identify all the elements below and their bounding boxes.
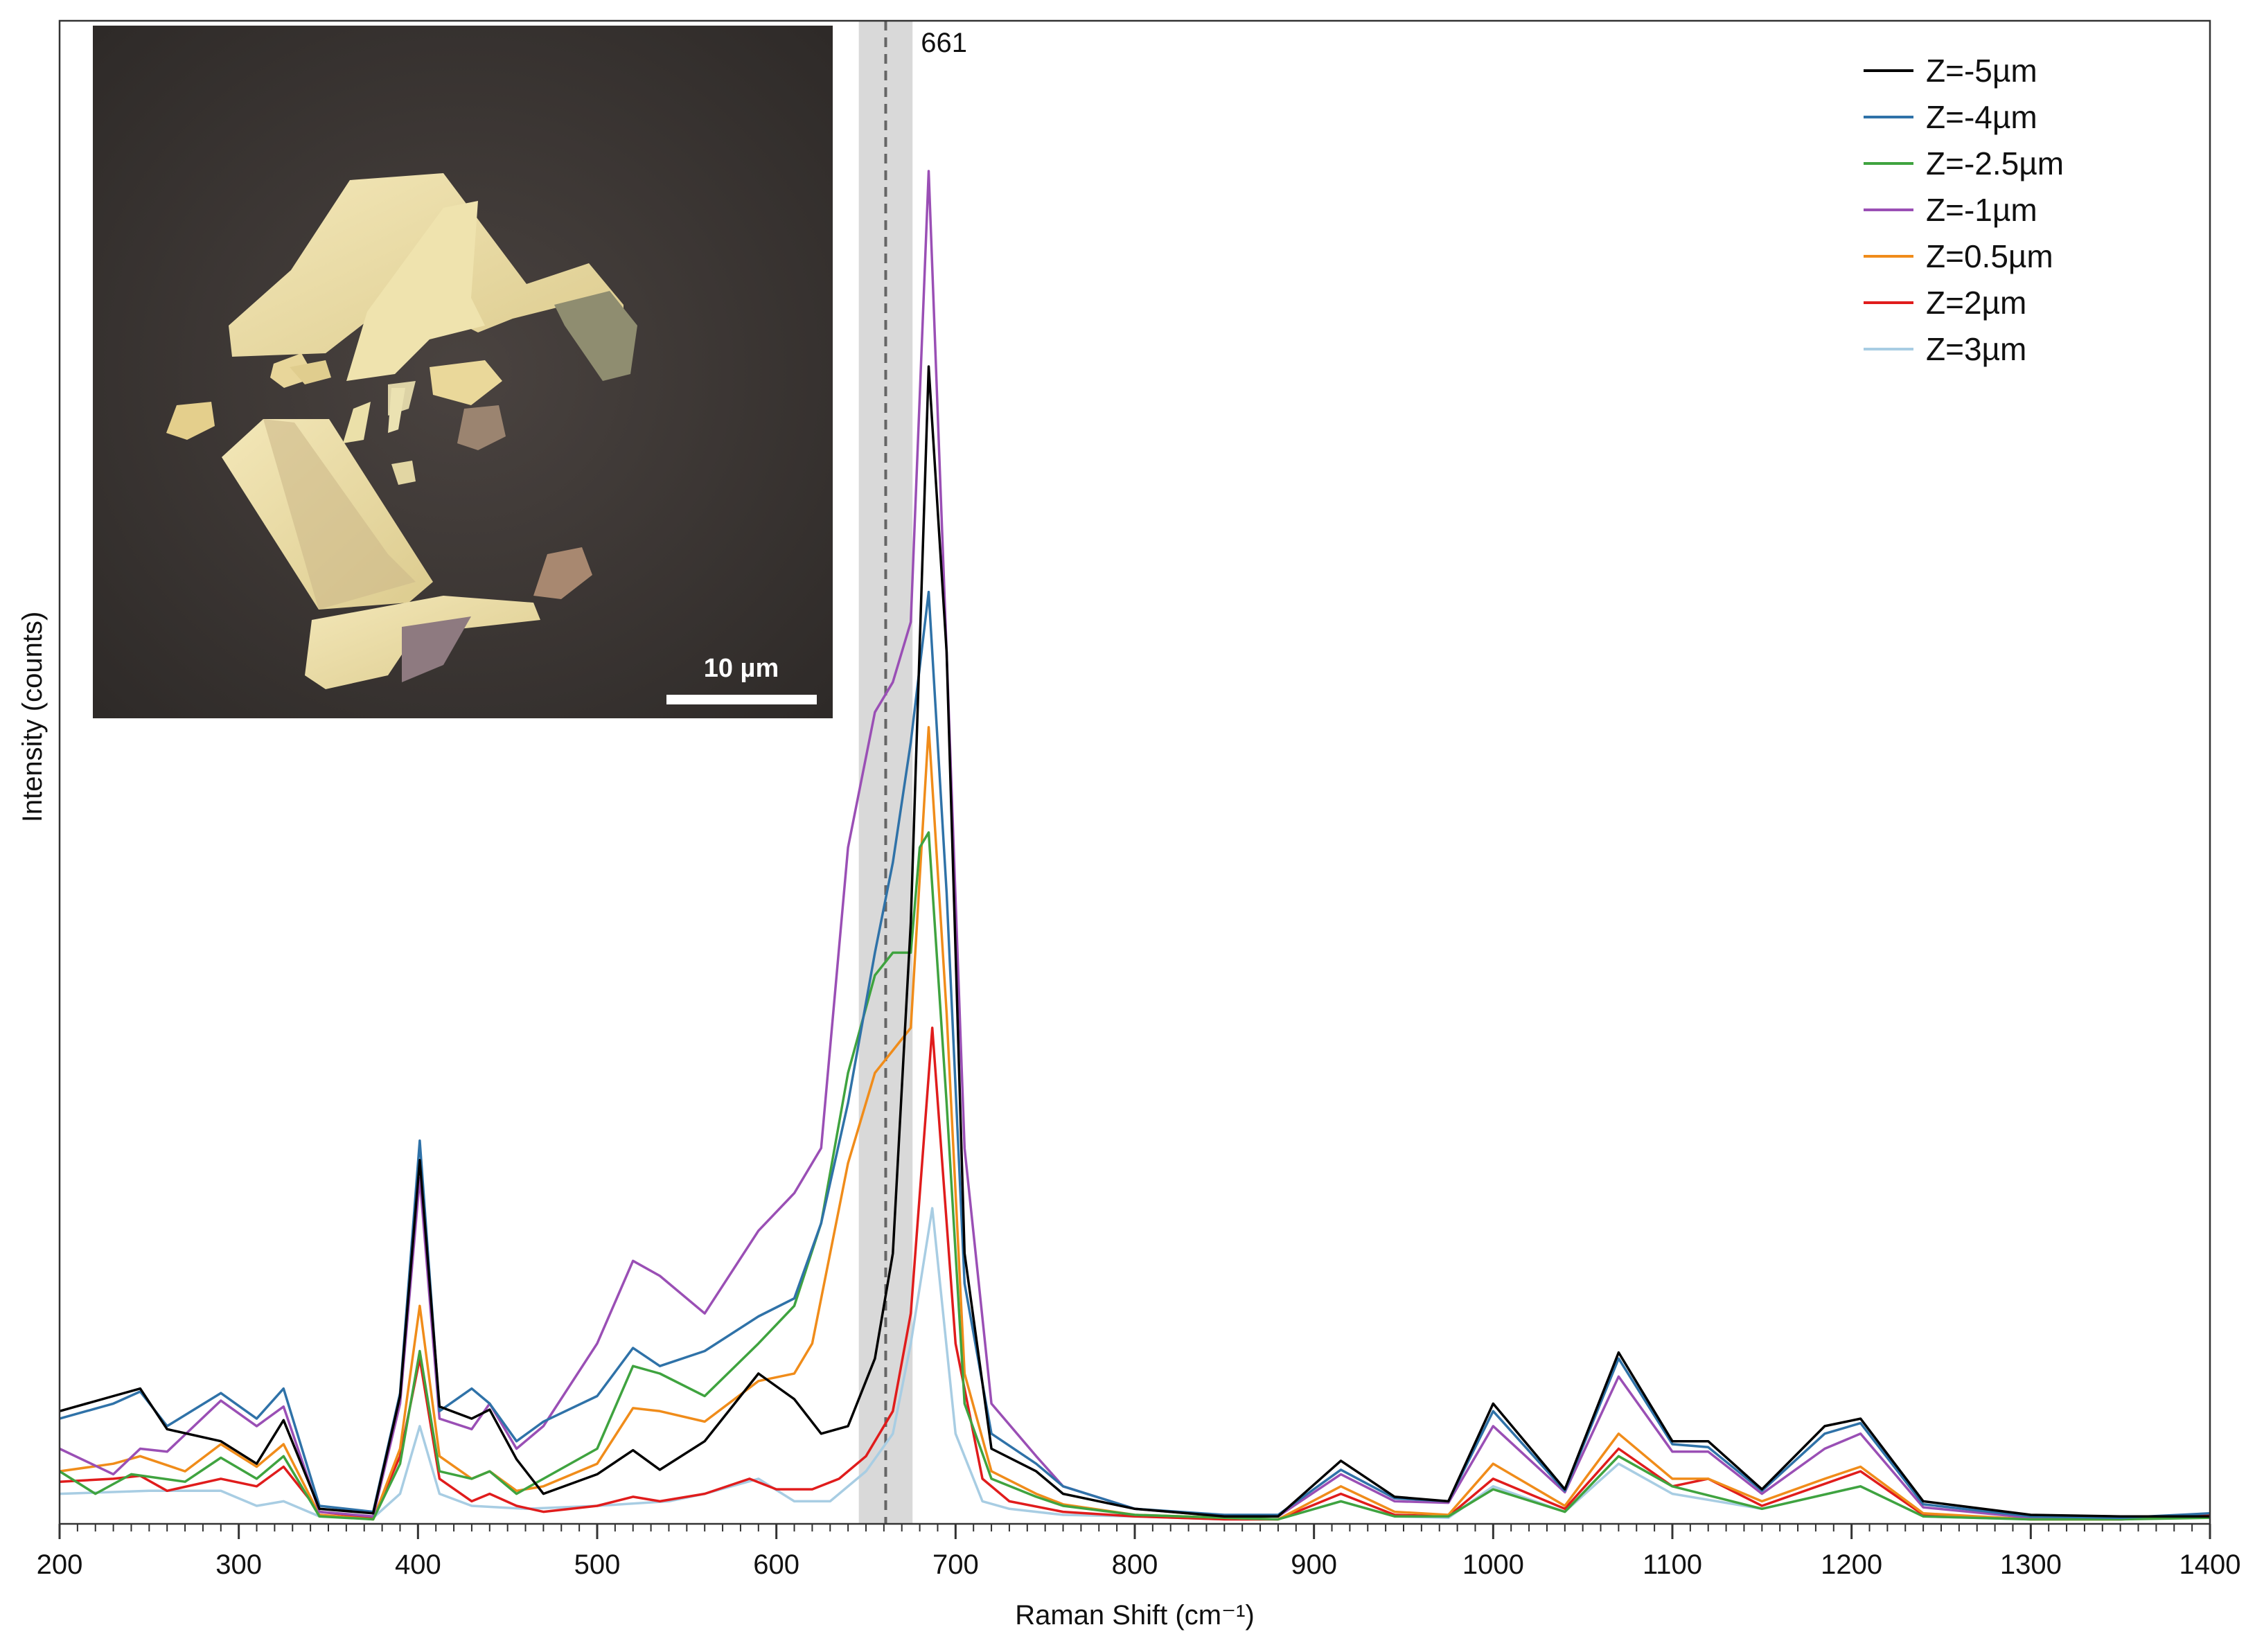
x-tick-label: 600 xyxy=(753,1549,799,1580)
x-tick-label: 900 xyxy=(1291,1549,1337,1580)
series-layer xyxy=(59,170,2211,1521)
x-tick-label: 500 xyxy=(574,1549,621,1580)
legend: Z=-5µm Z=-4µm Z=-2.5µm Z=-1µm Z=0.5µm Z=2µm Z=… xyxy=(1864,53,2064,367)
legend-label: Z=-4µm xyxy=(1926,99,2037,135)
legend-label: Z=0.5µm xyxy=(1926,238,2053,274)
x-tick-label: 200 xyxy=(37,1549,83,1580)
crystal-flakes xyxy=(166,173,637,689)
x-axis-tick-labels: 200 300 400 500 600 700 800 900 1000 1100 1200 1300… xyxy=(37,1549,2241,1580)
legend-label: Z=-5µm xyxy=(1926,53,2037,89)
legend-label: Z=-1µm xyxy=(1926,192,2037,228)
scale-bar-label: 10 µm xyxy=(704,654,779,683)
legend-label: Z=3µm xyxy=(1926,331,2026,367)
x-tick-label: 700 xyxy=(932,1549,979,1580)
scale-bar xyxy=(666,695,817,704)
x-tick-label: 1100 xyxy=(1643,1549,1702,1580)
legend-label: Z=-2.5µm xyxy=(1926,145,2064,181)
x-tick-label: 1200 xyxy=(1821,1549,1882,1580)
series-line xyxy=(59,726,2211,1521)
peak-annotation-label: 661 xyxy=(921,28,967,58)
x-axis-ticks xyxy=(58,1524,2211,1539)
x-tick-label: 800 xyxy=(1112,1549,1158,1580)
x-tick-label: 1400 xyxy=(2179,1549,2241,1580)
x-tick-label: 1300 xyxy=(2000,1549,2062,1580)
x-axis-title: Raman Shift (cm⁻¹) xyxy=(1015,1600,1255,1631)
y-axis-title: Intensity (counts) xyxy=(17,612,48,823)
series-line xyxy=(59,1207,2211,1521)
x-tick-label: 400 xyxy=(395,1549,441,1580)
x-tick-label: 300 xyxy=(215,1549,262,1580)
series-line xyxy=(59,365,2210,1518)
legend-label: Z=2µm xyxy=(1926,285,2026,321)
inset-micrograph: 10 µm xyxy=(93,26,833,718)
series-line xyxy=(59,831,2211,1521)
x-tick-label: 1000 xyxy=(1462,1549,1524,1580)
